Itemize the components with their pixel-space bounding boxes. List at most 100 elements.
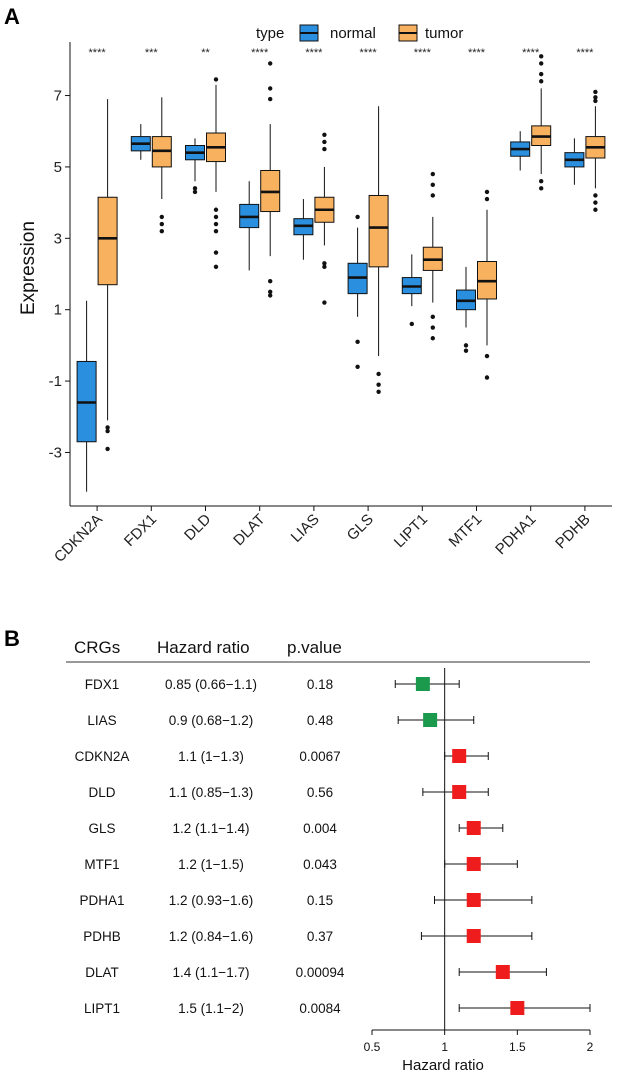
box-body xyxy=(97,196,118,286)
outlier-point xyxy=(430,193,435,198)
outlier-point xyxy=(484,353,490,359)
significance-label: **** xyxy=(576,47,594,59)
hazard-ratio-marker xyxy=(466,929,481,943)
outlier-point xyxy=(593,207,598,212)
hazard-ratio-marker xyxy=(466,821,481,835)
outlier-point xyxy=(268,61,273,66)
outlier-point xyxy=(376,382,381,387)
outlier-point xyxy=(268,293,273,298)
box-tumor-fdx1 xyxy=(151,97,172,234)
outlier-point xyxy=(430,314,435,320)
box-normal-lipt1 xyxy=(401,254,422,327)
outlier-point xyxy=(159,228,164,234)
forest-row-fdx1: FDX1 0.85 (0.66−1.1) 0.18 xyxy=(85,677,460,692)
significance-label: **** xyxy=(522,47,540,59)
hazard-ratio-value: 1.4 (1.1−1.7) xyxy=(173,965,250,980)
y-axis-title: Expression xyxy=(18,221,39,315)
hazard-ratio-marker xyxy=(415,677,430,691)
p-value: 0.48 xyxy=(307,713,333,728)
p-value: 0.043 xyxy=(303,857,337,872)
box-tumor-pdhb xyxy=(585,89,606,212)
forest-row-dld: DLD 1.1 (0.85−1.3) 0.56 xyxy=(88,785,489,800)
hazard-ratio-value: 1.2 (0.84−1.6) xyxy=(169,929,253,944)
box-tumor-pdha1 xyxy=(531,54,552,191)
x-tick-label: PDHB xyxy=(552,511,593,552)
outlier-point xyxy=(484,189,490,195)
outlier-point xyxy=(322,261,327,266)
forest-plot: Hazard ratio 0.5 1 1.5 2 FDX1 0.85 (0.66−1.1)… xyxy=(75,668,594,1074)
outlier-point xyxy=(484,375,490,380)
hazard-ratio-value: 0.85 (0.66−1.1) xyxy=(165,677,257,692)
x-tick-label: GLS xyxy=(344,511,377,544)
x-tick-label: DLAT xyxy=(230,511,268,549)
outlier-point xyxy=(159,214,164,220)
panel-a-label: A xyxy=(4,4,20,29)
outlier-point xyxy=(593,193,598,198)
outlier-point xyxy=(355,214,360,220)
significance-label: **** xyxy=(414,47,432,59)
outlier-point xyxy=(430,336,435,341)
outlier-point xyxy=(539,186,544,191)
gene-name: CDKN2A xyxy=(75,749,130,764)
box-normal-mtf1 xyxy=(456,266,476,353)
y-tick-label: 7 xyxy=(54,88,62,105)
significance-label: **** xyxy=(360,47,378,59)
gene-name: GLS xyxy=(88,821,115,836)
box-body xyxy=(368,194,389,268)
box-normal-pdha1 xyxy=(510,131,531,171)
x-tick-label: MTF1 xyxy=(446,511,486,551)
p-value: 0.56 xyxy=(307,785,333,800)
outlier-point xyxy=(376,389,381,394)
forest-x-axis-title: Hazard ratio xyxy=(402,1057,484,1074)
p-value: 0.00094 xyxy=(296,965,345,980)
hazard-ratio-value: 1.1 (0.85−1.3) xyxy=(169,785,253,800)
significance-label: **** xyxy=(305,47,323,59)
p-value: 0.18 xyxy=(307,677,333,692)
hazard-ratio-value: 1.2 (0.93−1.6) xyxy=(169,893,253,908)
header-pvalue: p.value xyxy=(287,638,342,657)
panel-b-label: B xyxy=(4,626,20,651)
p-value: 0.0067 xyxy=(299,749,340,764)
box-normal-dlat xyxy=(239,181,260,271)
legend-label-tumor: tumor xyxy=(425,25,463,42)
outlier-point xyxy=(355,364,360,369)
outlier-point xyxy=(355,339,360,345)
box-normal-gls xyxy=(347,214,368,369)
y-tick-label: 5 xyxy=(54,159,62,176)
p-value: 0.004 xyxy=(303,821,337,836)
forest-row-lipt1: LIPT1 1.5 (1.1−2) 0.0084 xyxy=(84,1001,591,1016)
outlier-point xyxy=(593,98,598,104)
legend: type normal tumor xyxy=(256,24,463,42)
outlier-point xyxy=(213,264,219,270)
outlier-point xyxy=(322,300,327,305)
box-normal-fdx1 xyxy=(130,124,151,160)
outlier-point xyxy=(484,196,490,202)
outlier-point xyxy=(192,186,198,191)
legend-label-normal: normal xyxy=(330,25,376,42)
gene-name: DLAT xyxy=(85,965,119,980)
outlier-point xyxy=(539,79,544,84)
gene-name: PDHA1 xyxy=(79,893,124,908)
outlier-point xyxy=(539,71,544,77)
gene-name: PDHB xyxy=(83,929,121,944)
forest-row-dlat: DLAT 1.4 (1.1−1.7) 0.00094 xyxy=(85,965,547,980)
forest-table-header: CRGs Hazard ratio p.value xyxy=(74,638,342,657)
header-hazard-ratio: Hazard ratio xyxy=(157,638,250,657)
gene-name: LIPT1 xyxy=(84,1001,120,1016)
outlier-point xyxy=(268,86,273,91)
forest-x-tick-label: 2 xyxy=(587,1040,594,1054)
y-tick-label: 1 xyxy=(54,302,62,319)
x-tick-label: FDX1 xyxy=(121,511,160,550)
outlier-point xyxy=(213,221,219,227)
outlier-point xyxy=(268,289,273,295)
forest-row-cdkn2a: CDKN2A 1.1 (1−1.3) 0.0067 xyxy=(75,749,489,764)
legend-title: type xyxy=(256,25,284,42)
box-tumor-gls xyxy=(368,106,389,394)
y-tick-label: 3 xyxy=(54,230,62,247)
x-tick-label: PDHA1 xyxy=(492,511,539,558)
outlier-point xyxy=(322,132,327,137)
outlier-point xyxy=(322,264,327,270)
hazard-ratio-value: 1.1 (1−1.3) xyxy=(178,749,244,764)
gene-name: LIAS xyxy=(87,713,116,728)
hazard-ratio-marker xyxy=(510,1001,525,1015)
